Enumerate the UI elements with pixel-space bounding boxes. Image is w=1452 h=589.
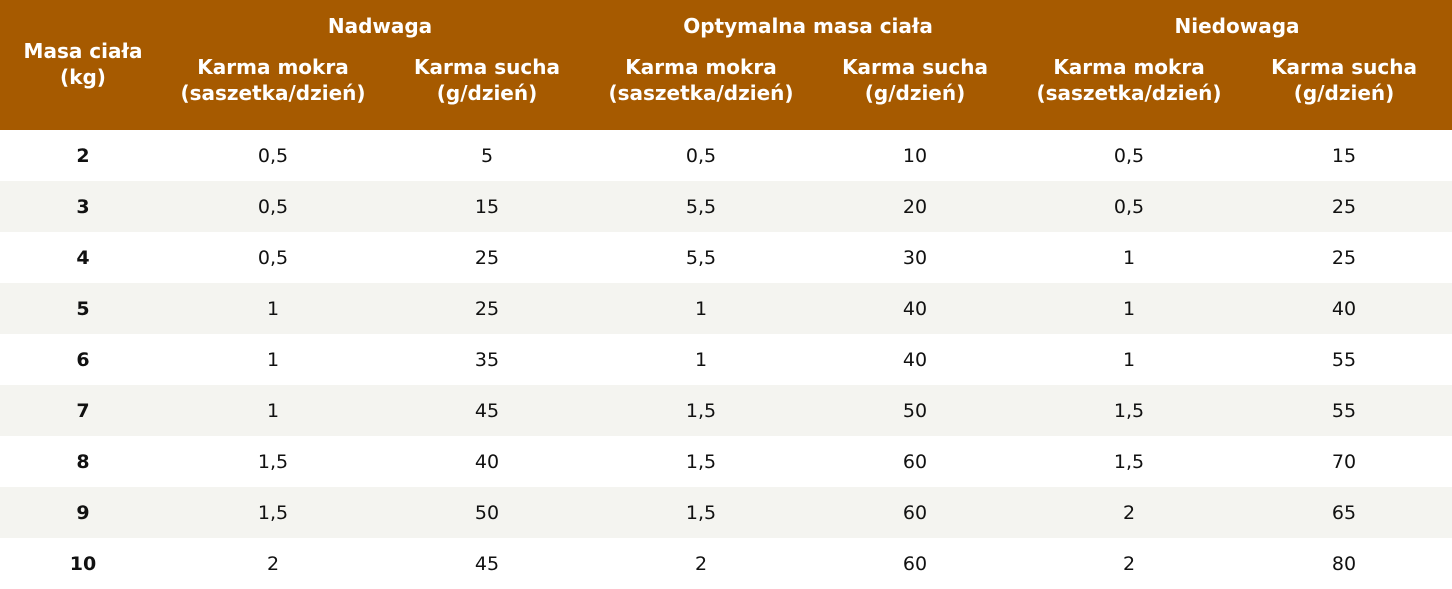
- weight-cell: 10: [69, 552, 97, 575]
- portion-cell: 2: [1122, 501, 1136, 524]
- table-body: 2 0,5 5 0,5 10 0,5 15 3 0,5 15 5,5 20 0,5 25 4 0,5 25 5,5…: [0, 130, 1452, 589]
- portion-cell: 0,5: [685, 144, 717, 167]
- weight-cell: 8: [76, 450, 90, 473]
- portion-cell: 0,5: [1113, 144, 1145, 167]
- subheader-row: Karma mokra (saszetka/dzień) Karma sucha …: [0, 52, 1452, 130]
- portion-cell: 15: [474, 195, 500, 218]
- table-row: 7 1 45 1,5 50 1,5 55: [0, 385, 1452, 436]
- portion-cell: 0,5: [257, 246, 289, 269]
- portion-cell: 70: [1331, 450, 1357, 473]
- portion-cell: 1,5: [1113, 450, 1145, 473]
- portion-cell: 2: [266, 552, 280, 575]
- portion-cell: 1: [1122, 348, 1136, 371]
- table-row: 8 1,5 40 1,5 60 1,5 70: [0, 436, 1452, 487]
- portion-cell: 25: [474, 246, 500, 269]
- header-row: Masa ciała (kg) Nadwaga Optymalna masa ci…: [0, 0, 1452, 89]
- portion-cell: 15: [1331, 144, 1357, 167]
- portion-cell: 10: [902, 144, 928, 167]
- table-row: 10 2 45 2 60 2 80: [0, 538, 1452, 589]
- table-row: 5 1 25 1 40 1 40: [0, 283, 1452, 334]
- column-header: Karma mokra (saszetka/dzień): [608, 55, 794, 105]
- portion-cell: 1: [1122, 246, 1136, 269]
- portion-cell: 1,5: [685, 450, 717, 473]
- portion-cell: 1: [1122, 297, 1136, 320]
- weight-cell: 6: [76, 348, 90, 371]
- portion-cell: 40: [474, 450, 500, 473]
- table-header: Masa ciała (kg) Nadwaga Optymalna masa ci…: [0, 0, 1452, 130]
- weight-cell: 3: [76, 195, 90, 218]
- portion-cell: 50: [474, 501, 500, 524]
- portion-cell: 1,5: [685, 399, 717, 422]
- portion-cell: 5,5: [685, 195, 717, 218]
- table-row: 4 0,5 25 5,5 30 1 25: [0, 232, 1452, 283]
- portion-cell: 25: [1331, 195, 1357, 218]
- corner-header: Masa ciała (kg): [23, 39, 143, 89]
- portion-cell: 25: [1331, 246, 1357, 269]
- portion-cell: 35: [474, 348, 500, 371]
- column-header: Karma sucha (g/dzień): [842, 55, 988, 105]
- portion-cell: 1: [266, 348, 280, 371]
- portion-cell: 80: [1331, 552, 1357, 575]
- portion-cell: 60: [902, 552, 928, 575]
- portion-cell: 5,5: [685, 246, 717, 269]
- portion-cell: 5: [480, 144, 494, 167]
- portion-cell: 1,5: [685, 501, 717, 524]
- group-header: Optymalna masa ciała: [683, 14, 933, 38]
- portion-cell: 2: [1122, 552, 1136, 575]
- portion-cell: 45: [474, 552, 500, 575]
- weight-cell: 7: [76, 399, 90, 422]
- table-row: 2 0,5 5 0,5 10 0,5 15: [0, 130, 1452, 181]
- portion-cell: 0,5: [257, 144, 289, 167]
- column-header: Karma sucha (g/dzień): [414, 55, 560, 105]
- portion-cell: 2: [694, 552, 708, 575]
- portion-cell: 40: [1331, 297, 1357, 320]
- portion-cell: 55: [1331, 348, 1357, 371]
- portion-cell: 1: [694, 348, 708, 371]
- portion-cell: 40: [902, 297, 928, 320]
- portion-cell: 1,5: [257, 450, 289, 473]
- column-header: Karma sucha (g/dzień): [1271, 55, 1417, 105]
- column-header: Karma mokra (saszetka/dzień): [1036, 55, 1222, 105]
- portion-cell: 1: [266, 399, 280, 422]
- column-header: Karma mokra (saszetka/dzień): [180, 55, 366, 105]
- group-header: Nadwaga: [327, 14, 433, 38]
- weight-cell: 2: [76, 144, 90, 167]
- portion-cell: 65: [1331, 501, 1357, 524]
- portion-cell: 25: [474, 297, 500, 320]
- portion-cell: 20: [902, 195, 928, 218]
- portion-cell: 60: [902, 501, 928, 524]
- weight-cell: 5: [76, 297, 90, 320]
- portion-cell: 1: [266, 297, 280, 320]
- portion-cell: 1: [694, 297, 708, 320]
- weight-cell: 9: [76, 501, 90, 524]
- portion-cell: 30: [902, 246, 928, 269]
- group-header: Niedowaga: [1174, 14, 1300, 38]
- weight-cell: 4: [76, 246, 90, 269]
- portion-cell: 0,5: [1113, 195, 1145, 218]
- portion-cell: 45: [474, 399, 500, 422]
- portion-cell: 50: [902, 399, 928, 422]
- table-row: 9 1,5 50 1,5 60 2 65: [0, 487, 1452, 538]
- portion-cell: 1,5: [257, 501, 289, 524]
- portion-cell: 1,5: [1113, 399, 1145, 422]
- portion-cell: 55: [1331, 399, 1357, 422]
- portion-cell: 40: [902, 348, 928, 371]
- portion-cell: 0,5: [257, 195, 289, 218]
- portion-cell: 60: [902, 450, 928, 473]
- table-row: 6 1 35 1 40 1 55: [0, 334, 1452, 385]
- table-row: 3 0,5 15 5,5 20 0,5 25: [0, 181, 1452, 232]
